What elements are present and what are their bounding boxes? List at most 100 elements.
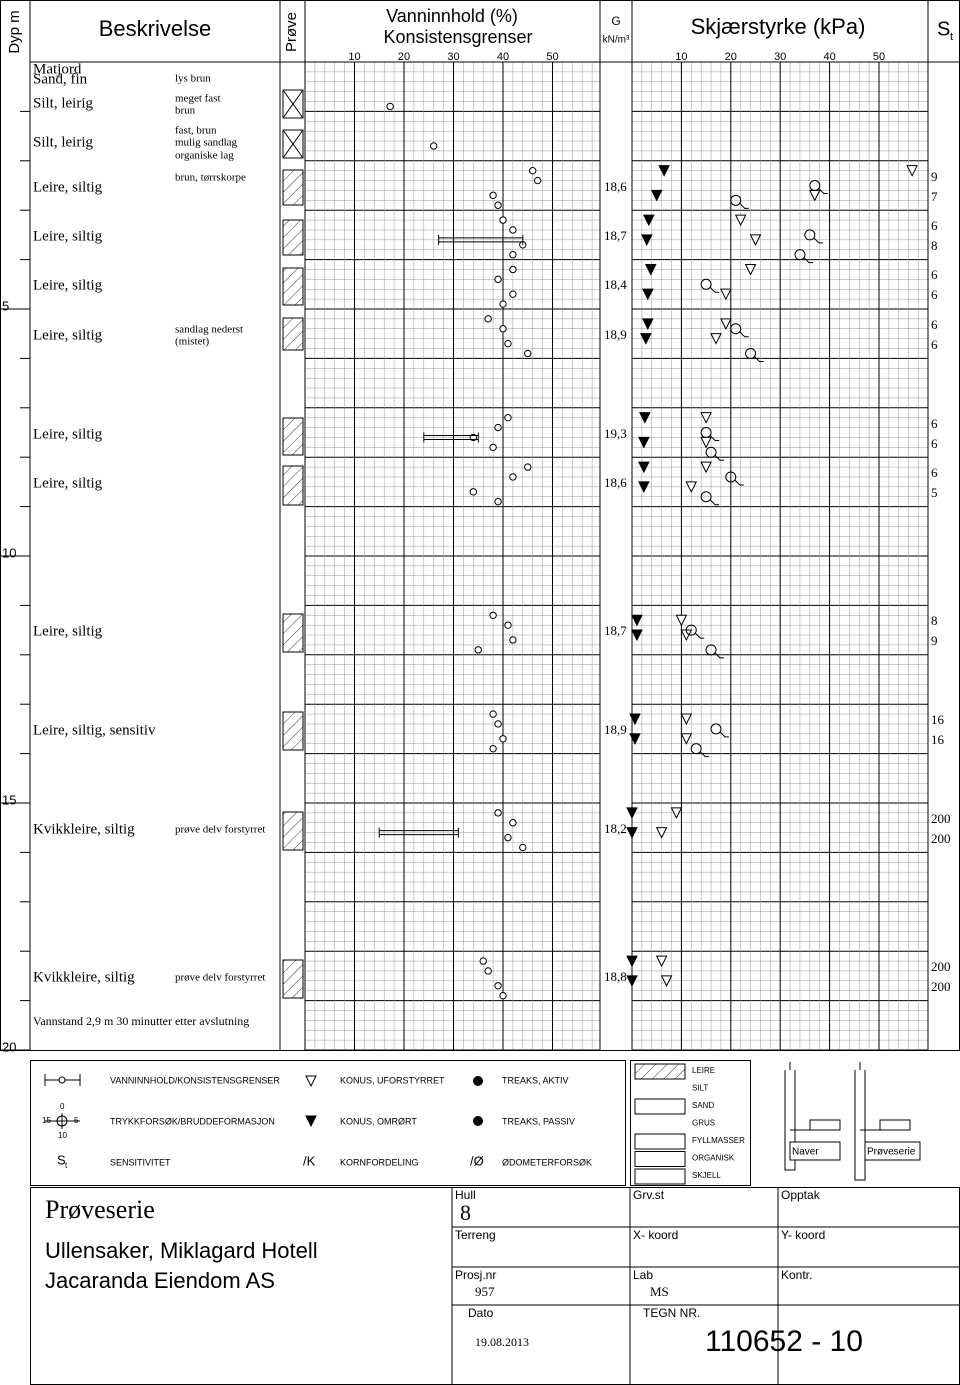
legend-text: KORNFORDELING bbox=[340, 1157, 419, 1167]
sample-box bbox=[282, 267, 304, 306]
water-content bbox=[509, 290, 517, 298]
field: 110652 - 10 bbox=[705, 1325, 863, 1358]
water-content bbox=[529, 166, 537, 175]
legend-text: FYLLMASSER bbox=[692, 1136, 745, 1145]
legend-text: LEIRE bbox=[692, 1066, 715, 1075]
sample-box bbox=[282, 219, 304, 256]
water-content bbox=[494, 423, 502, 432]
cone-remolded bbox=[638, 436, 650, 449]
sample-box bbox=[282, 89, 304, 119]
cone-undisturbed bbox=[808, 189, 821, 202]
water-content bbox=[494, 497, 502, 506]
cone-undisturbed bbox=[700, 412, 712, 424]
sample-box bbox=[282, 959, 304, 999]
field: Prosj.nr bbox=[455, 1268, 496, 1282]
layer-description: mulig sandlag bbox=[175, 137, 238, 149]
layer-description: meget fast bbox=[175, 93, 221, 105]
field: Dato bbox=[468, 1306, 494, 1320]
legend-text: 5 bbox=[74, 1116, 79, 1125]
sample-box bbox=[282, 317, 304, 351]
compression-test bbox=[730, 194, 749, 209]
unit-weight: 18,6 bbox=[604, 179, 627, 194]
compression-test bbox=[705, 644, 725, 659]
legend-text: ØDOMETERFORSØK bbox=[502, 1157, 592, 1167]
depth-label: 20 bbox=[2, 1039, 16, 1054]
legend-text: TREAKS, PASSIV bbox=[502, 1116, 575, 1126]
sensitivity: 200 bbox=[931, 979, 951, 994]
cone-undisturbed bbox=[680, 733, 693, 745]
shear-tick: 10 bbox=[675, 51, 687, 63]
cone-undisturbed bbox=[685, 481, 698, 493]
depth-label: 5 bbox=[2, 298, 9, 313]
compression-test bbox=[730, 323, 749, 338]
sensitivity: 6 bbox=[931, 267, 938, 282]
water-content bbox=[504, 621, 512, 629]
wc-tick: 10 bbox=[348, 51, 360, 63]
header: S bbox=[937, 18, 950, 40]
note: Vannstand 2,9 m 30 minutter etter avslut… bbox=[33, 1014, 249, 1028]
field: Opptak bbox=[781, 1188, 821, 1202]
consistency-range bbox=[438, 234, 524, 245]
unit-weight: 18,7 bbox=[604, 623, 627, 638]
unit-weight: 18,2 bbox=[604, 821, 627, 836]
layer-description: organiske lag bbox=[175, 150, 234, 162]
water-content bbox=[504, 339, 512, 348]
layer-description: lys brun bbox=[175, 73, 211, 85]
water-content bbox=[489, 443, 497, 452]
water-content bbox=[494, 720, 502, 728]
layer-name: Leire, siltig bbox=[33, 426, 103, 442]
legend-text: 15 bbox=[42, 1116, 51, 1125]
water-content bbox=[499, 300, 507, 308]
layer-name: Kvikkleire, siltig bbox=[33, 821, 135, 837]
unit-weight: 18,9 bbox=[604, 722, 627, 737]
legend-box bbox=[864, 1141, 921, 1161]
cone-undisturbed bbox=[700, 436, 712, 449]
cone-remolded bbox=[641, 288, 654, 301]
sample-box bbox=[282, 613, 304, 653]
layer-name: Leire, siltig bbox=[33, 475, 103, 491]
field: Terreng bbox=[455, 1228, 496, 1242]
legend-text: /Ø bbox=[470, 1153, 484, 1168]
water-content bbox=[494, 275, 502, 284]
water-content bbox=[509, 636, 517, 644]
unit-weight: 18,6 bbox=[604, 475, 627, 490]
header: Beskrivelse bbox=[99, 16, 211, 41]
cone-remolded bbox=[626, 955, 638, 968]
compression-test bbox=[809, 180, 828, 194]
layer-name: Leire, siltig bbox=[33, 623, 103, 639]
cone-remolded bbox=[631, 614, 643, 627]
sensitivity: 6 bbox=[931, 337, 938, 352]
compression-test bbox=[690, 743, 710, 758]
cone-remolded bbox=[640, 333, 652, 345]
rule bbox=[282, 129, 304, 159]
legend-text: VANNINNHOLD/KONSISTENSGRENSER bbox=[110, 1075, 280, 1085]
layer-name: Silt, leirig bbox=[33, 134, 94, 150]
legend-symbol bbox=[473, 1116, 483, 1126]
layer-name: Leire, siltig, sensitiv bbox=[33, 722, 156, 738]
legend-text: TREAKS, AKTIV bbox=[502, 1075, 569, 1085]
cone-remolded bbox=[641, 318, 654, 330]
water-content bbox=[509, 819, 517, 827]
legend-symbol bbox=[305, 1075, 317, 1088]
legend-text: t bbox=[65, 1161, 68, 1170]
sensitivity: 6 bbox=[931, 416, 938, 431]
water-content bbox=[499, 735, 507, 743]
compression-test bbox=[745, 348, 764, 362]
legend-text: ORGANISK bbox=[692, 1154, 735, 1163]
cone-remolded bbox=[641, 234, 653, 246]
header: kN/m³ bbox=[603, 35, 630, 46]
depth-label: 15 bbox=[2, 792, 16, 807]
cone-remolded bbox=[639, 412, 651, 424]
layer-description: fast, brun bbox=[175, 125, 217, 137]
cone-remolded bbox=[629, 713, 641, 726]
water-content bbox=[524, 463, 532, 471]
water-content bbox=[489, 710, 497, 718]
sample-box bbox=[282, 417, 304, 456]
sensitivity: 6 bbox=[931, 436, 938, 451]
unit-weight: 18,4 bbox=[604, 277, 627, 292]
header: Vanninnhold (%) bbox=[386, 6, 518, 26]
unit-weight: 18,7 bbox=[604, 228, 627, 243]
cone-undisturbed bbox=[675, 614, 688, 627]
soil-swatch bbox=[634, 1133, 686, 1150]
water-content bbox=[519, 843, 527, 852]
